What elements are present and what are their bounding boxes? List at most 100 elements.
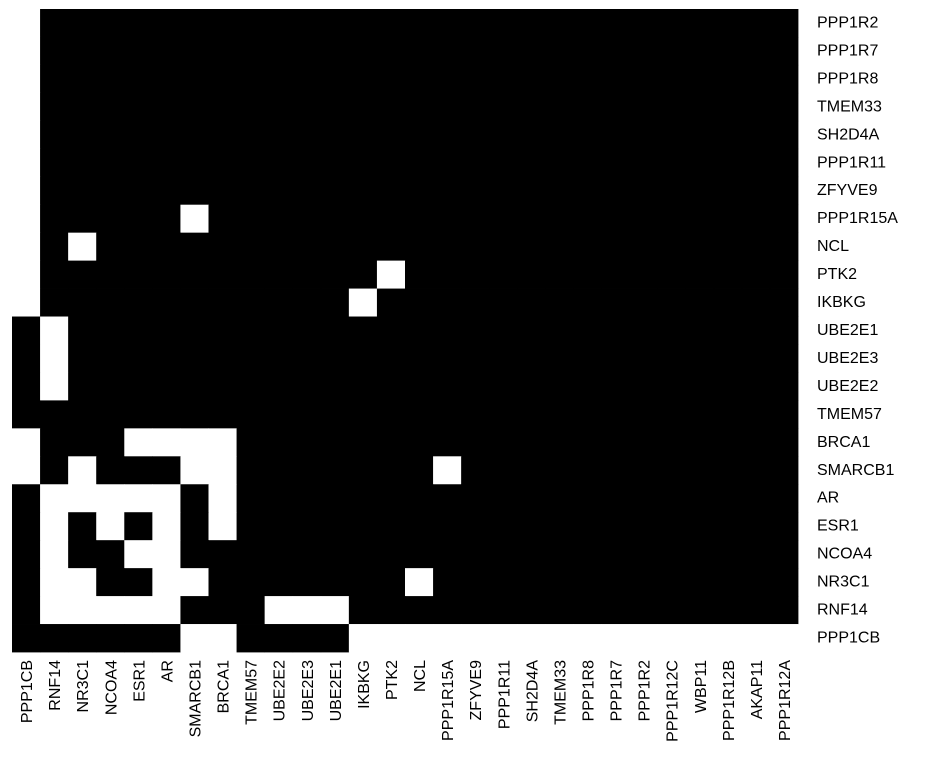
heatmap-cell-PPP1R15A-PPP1R11 [489, 204, 518, 234]
heatmap-cell-ESR1-NR3C1 [68, 512, 97, 541]
heatmap-cell-AR-WBP11 [685, 484, 715, 513]
x-tick-label: WBP11 [693, 660, 710, 713]
y-tick-label: PPP1R7 [817, 42, 878, 59]
x-tick-label: PPP1R7 [609, 660, 626, 721]
heatmap-cell-BRCA1-TMEM57 [236, 428, 266, 457]
heatmap-cell-ZFYVE9-NR3C1 [68, 176, 97, 206]
heatmap-cell-PPP1R2-ZFYVE9 [461, 9, 490, 38]
heatmap-cell-BRCA1-BRCA1 [208, 428, 237, 457]
heatmap-cell-PPP1R7-PPP1R15A [433, 36, 462, 66]
heatmap-cell-SH2D4A-PPP1R7 [601, 120, 630, 150]
heatmap-cell-SMARCB1-PTK2 [376, 456, 406, 485]
heatmap-cell-TMEM33-PPP1R12A [769, 92, 799, 122]
heatmap-cell-SMARCB1-UBE2E2 [264, 456, 294, 485]
heatmap-cell-TMEM57-SH2D4A [517, 400, 546, 429]
heatmap-cell-NCL-PTK2 [376, 232, 406, 262]
heatmap-cell-PPP1R11-PPP1R7 [601, 148, 630, 178]
heatmap-cell-PPP1R8-PPP1R8 [573, 64, 602, 94]
heatmap-cell-PPP1R2-PPP1R2 [629, 9, 659, 38]
heatmap-cell-UBE2E3-SH2D4A [517, 344, 546, 373]
heatmap-cell-PPP1R11-PTK2 [376, 148, 406, 178]
y-axis-tick-labels: PPP1R2 PPP1R7 PPP1R8 TMEM33 SH2D4A PPP1R11 ZFY… [817, 14, 898, 646]
heatmap-cell-ZFYVE9-TMEM33 [545, 176, 574, 206]
heatmap-cell-TMEM33-SMARCB1 [180, 92, 209, 122]
heatmap-cell-PPP1R2-ESR1 [124, 9, 153, 38]
heatmap-cell-SMARCB1-ESR1 [124, 456, 153, 485]
y-tick-label: PPP1R2 [817, 14, 878, 31]
heatmap-cell-PPP1R15A-SMARCB1 [180, 204, 209, 234]
heatmap-cell-PPP1CB-PPP1R8 [573, 624, 602, 653]
heatmap-cell-RNF14-UBE2E1 [320, 596, 350, 625]
heatmap-cell-TMEM57-PPP1R8 [573, 400, 602, 429]
y-tick-label: TMEM33 [817, 98, 882, 115]
heatmap-cell-NCOA4-AR [152, 540, 181, 569]
heatmap-cell-PTK2-PPP1R12C [657, 260, 687, 289]
heatmap-cell-NCOA4-PPP1R12C [657, 540, 687, 569]
heatmap-cell-PTK2-TMEM57 [236, 260, 266, 289]
heatmap-cell-AR-NCL [405, 484, 434, 513]
heatmap-cell-PTK2-PPP1R11 [489, 260, 518, 289]
heatmap-cell-AR-PPP1R12A [769, 484, 799, 513]
heatmap-cell-PPP1CB-RNF14 [40, 624, 69, 653]
heatmap-cell-PPP1R2-PPP1R12C [657, 9, 687, 38]
heatmap-cell-ZFYVE9-SH2D4A [517, 176, 546, 206]
heatmap-cell-PPP1CB-PPP1R12C [657, 624, 687, 653]
heatmap-cell-IKBKG-TMEM57 [236, 288, 266, 317]
heatmap-cell-SMARCB1-PPP1R12B [713, 456, 743, 485]
heatmap-cell-NR3C1-SMARCB1 [180, 568, 209, 597]
x-tick-label: NCL [412, 660, 429, 692]
heatmap-cell-ZFYVE9-ESR1 [124, 176, 153, 206]
heatmap-cell-ESR1-PTK2 [376, 512, 406, 541]
heatmap-cell-NCL-NCOA4 [96, 232, 125, 262]
heatmap-cell-IKBKG-NCL [405, 288, 434, 317]
y-tick-label: PPP1R15A [817, 210, 898, 227]
heatmap-cell-PPP1CB-ESR1 [124, 624, 153, 653]
heatmap-cell-NR3C1-WBP11 [685, 568, 715, 597]
heatmap-cell-PPP1R2-UBE2E3 [292, 9, 322, 38]
heatmap-cell-ESR1-AKAP11 [741, 512, 771, 541]
heatmap-cell-ZFYVE9-PPP1R12B [713, 176, 743, 206]
x-tick-label: PPP1R8 [580, 660, 597, 721]
heatmap-cell-AR-SMARCB1 [180, 484, 209, 513]
heatmap-cell-ZFYVE9-PPP1R2 [629, 176, 659, 206]
heatmap-cell-IKBKG-WBP11 [685, 288, 715, 317]
heatmap-cell-SMARCB1-NR3C1 [68, 456, 97, 485]
heatmap-cell-PPP1R7-TMEM33 [545, 36, 574, 66]
heatmap-cell-UBE2E1-NCL [405, 316, 434, 345]
heatmap-cell-BRCA1-NCL [405, 428, 434, 457]
heatmap-cell-PPP1R15A-NR3C1 [68, 204, 97, 234]
heatmap-cell-UBE2E1-PPP1CB [12, 316, 41, 345]
heatmap-cell-UBE2E1-WBP11 [685, 316, 715, 345]
heatmap-cell-TMEM57-WBP11 [685, 400, 715, 429]
heatmap-cell-UBE2E1-PPP1R12C [657, 316, 687, 345]
heatmap-cell-NCOA4-NCOA4 [96, 540, 125, 569]
heatmap-cell-PPP1R7-SH2D4A [517, 36, 546, 66]
heatmap-cell-PPP1R15A-UBE2E3 [292, 204, 322, 234]
heatmap-cell-PPP1R7-ZFYVE9 [461, 36, 490, 66]
heatmap-cell-BRCA1-NR3C1 [68, 428, 97, 457]
heatmap-cell-AR-PPP1R12B [713, 484, 743, 513]
heatmap-cell-NCL-TMEM57 [236, 232, 266, 262]
heatmap-cell-RNF14-SMARCB1 [180, 596, 209, 625]
heatmap-cell-UBE2E3-PPP1R12C [657, 344, 687, 373]
heatmap-cell-PPP1R8-PTK2 [376, 64, 406, 94]
heatmap-cell-PTK2-NCL [405, 260, 434, 289]
heatmap-cell-UBE2E3-NCOA4 [96, 344, 125, 373]
heatmap-cell-IKBKG-NR3C1 [68, 288, 97, 317]
heatmap-cell-NCOA4-PPP1R11 [489, 540, 518, 569]
x-tick-label: TMEM33 [552, 660, 569, 725]
heatmap-cell-NCOA4-UBE2E1 [320, 540, 350, 569]
heatmap-cell-BRCA1-PTK2 [376, 428, 406, 457]
heatmap-cell-PPP1R8-BRCA1 [208, 64, 237, 94]
heatmap-cell-PPP1CB-BRCA1 [208, 624, 237, 653]
heatmap-cell-TMEM57-PPP1R12C [657, 400, 687, 429]
heatmap-cell-ZFYVE9-AKAP11 [741, 176, 771, 206]
heatmap-cell-PPP1R8-UBE2E3 [292, 64, 322, 94]
heatmap-cell-NCL-UBE2E2 [264, 232, 294, 262]
heatmap-cell-UBE2E1-UBE2E1 [320, 316, 350, 345]
heatmap-cell-PPP1R11-UBE2E2 [264, 148, 294, 178]
heatmap-cell-AR-PPP1R11 [489, 484, 518, 513]
heatmap-cell-TMEM57-UBE2E2 [264, 400, 294, 429]
heatmap-cell-ESR1-PPP1R8 [573, 512, 602, 541]
heatmap-cell-RNF14-ESR1 [124, 596, 153, 625]
